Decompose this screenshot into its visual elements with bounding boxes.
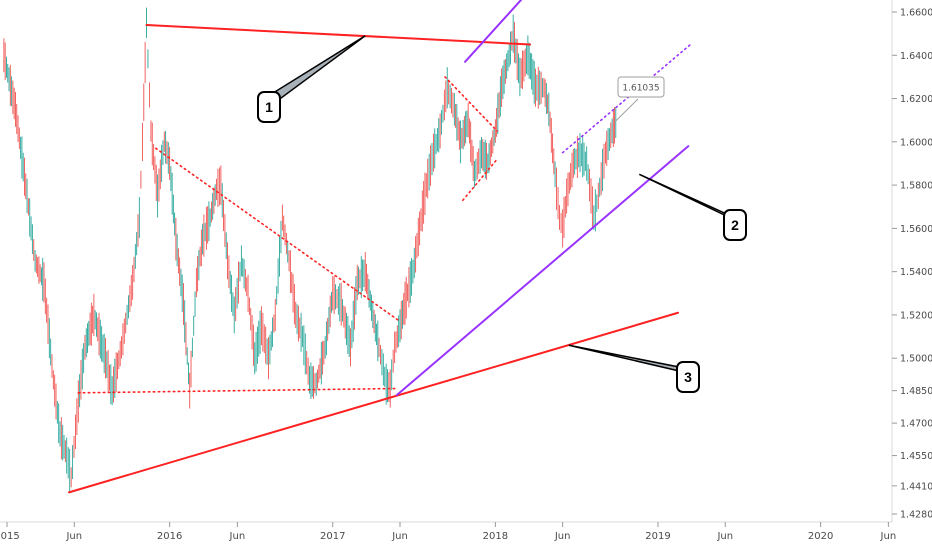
y-tick-label: 1.54000 — [900, 267, 932, 278]
trendline-layer — [67, 0, 692, 494]
x-tick-label: 2019 — [645, 531, 670, 542]
red-triangle-descending-line — [155, 147, 401, 323]
red-flag-lower-line — [462, 158, 498, 202]
x-tick-label: 2017 — [320, 531, 345, 542]
x-tick-label: Jun — [554, 531, 571, 542]
y-tick-label: 1.62000 — [900, 94, 932, 105]
x-tick-label: 2018 — [483, 531, 508, 542]
red-triangle-base-line — [77, 387, 398, 394]
price-tag-box — [617, 76, 665, 98]
callout-1-box — [257, 91, 281, 123]
y-tick-label: 1.66000 — [900, 8, 932, 19]
y-tick-label: 1.64000 — [900, 51, 932, 62]
x-tick-label: 2015 — [0, 531, 20, 542]
y-tick-label: 1.58000 — [900, 181, 932, 192]
callout-2-box — [723, 209, 747, 241]
red-top-resistance-line — [145, 23, 532, 46]
price-tag-label: 1.61035 — [622, 84, 659, 94]
callout-2-label: 2 — [731, 217, 739, 233]
x-tick-label: Jun — [391, 531, 408, 542]
purple-projection-line — [561, 43, 692, 154]
y-tick-label: 1.60000 — [900, 137, 932, 148]
y-tick-label: 1.47000 — [900, 419, 932, 430]
x-tick-label: 2016 — [157, 531, 182, 542]
y-tick-label: 1.48500 — [900, 386, 932, 397]
callout-3-box — [676, 361, 700, 393]
callout-layer: 1 2 3 1.61035 — [257, 35, 747, 393]
purple-support-line — [395, 145, 690, 396]
price-line-layer — [3, 7, 617, 492]
callout-1-label: 1 — [265, 99, 273, 115]
x-tick-label: Jun — [880, 531, 897, 542]
y-tick-label: 1.44100 — [900, 481, 932, 492]
callout-3-pointer — [568, 344, 693, 375]
y-tick-label: 1.52000 — [900, 310, 932, 321]
x-tick-label: Jun — [65, 531, 82, 542]
y-tick-label: 1.45500 — [900, 451, 932, 462]
y-tick-label: 1.50000 — [900, 354, 932, 365]
x-tick-label: 2020 — [808, 531, 833, 542]
y-tick-label: 1.56000 — [900, 224, 932, 235]
price-tag-connector — [613, 98, 639, 123]
x-tick-label: Jun — [229, 531, 246, 542]
callout-1-pointer — [263, 35, 366, 105]
purple-upper-channel-line — [464, 0, 523, 63]
x-tick-label: Jun — [716, 531, 733, 542]
red-long-support-line — [67, 311, 680, 494]
callout-3-label: 3 — [684, 369, 692, 385]
